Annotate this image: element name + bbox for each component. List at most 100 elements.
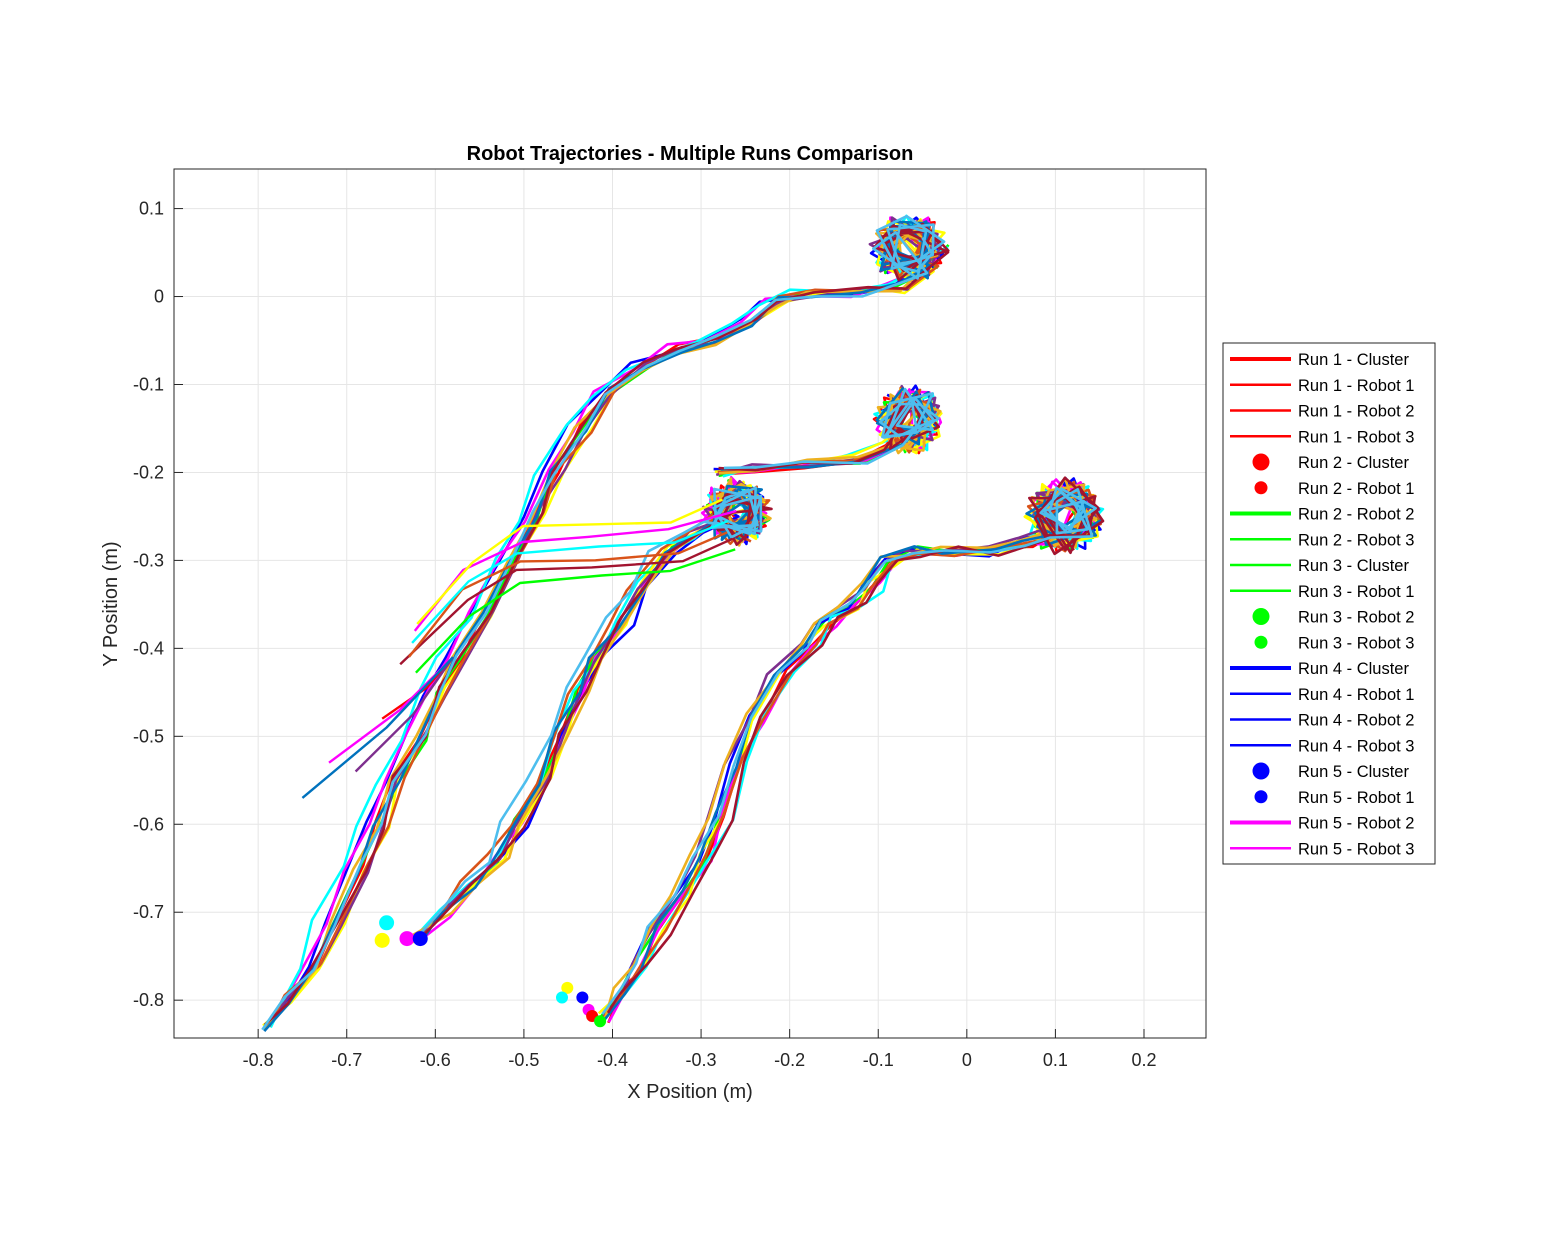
- legend-entry: Run 3 - Robot 1: [1230, 583, 1414, 601]
- legend-entry: Run 5 - Cluster: [1252, 762, 1409, 781]
- trajectory-D: [723, 387, 940, 470]
- legend-label: Run 1 - Robot 3: [1298, 428, 1414, 446]
- legend-label: Run 4 - Robot 1: [1298, 686, 1414, 704]
- start-marker: [576, 991, 589, 1004]
- trajectory-A: [261, 214, 946, 1031]
- legend-label: Run 1 - Robot 2: [1298, 403, 1414, 421]
- legend-entry: Run 4 - Robot 2: [1230, 712, 1414, 730]
- x-tick-label: -0.4: [597, 1050, 628, 1070]
- legend-label: Run 2 - Robot 1: [1298, 480, 1414, 498]
- trajectory-C: [606, 476, 1105, 1014]
- y-tick-label: 0.1: [139, 199, 164, 219]
- trajectory-tail: [301, 656, 454, 799]
- legend-label: Run 2 - Robot 2: [1298, 506, 1414, 524]
- start-marker: [594, 1015, 607, 1028]
- legend-label: Run 5 - Robot 2: [1298, 815, 1414, 833]
- legend-swatch: [1252, 608, 1270, 625]
- legend-label: Run 4 - Robot 3: [1298, 737, 1414, 755]
- y-tick-label: -0.8: [133, 990, 164, 1010]
- trajectory-branch: [411, 519, 729, 644]
- trajectory-tail: [354, 656, 454, 773]
- legend-swatch: [1254, 481, 1268, 495]
- y-tick-label: -0.5: [133, 726, 164, 746]
- start-marker: [374, 932, 390, 948]
- x-tick-label: -0.6: [420, 1050, 451, 1070]
- legend-entry: Run 2 - Cluster: [1252, 453, 1409, 472]
- start-marker: [555, 991, 568, 1004]
- legend-label: Run 2 - Robot 3: [1298, 531, 1414, 549]
- axes-box: [173, 168, 1207, 1039]
- trajectory-A: [263, 222, 950, 1026]
- trajectory-B: [414, 486, 763, 940]
- start-marker: [379, 915, 395, 931]
- legend-entry: Run 5 - Robot 1: [1254, 789, 1414, 807]
- x-tick-label: 0.2: [1131, 1050, 1156, 1070]
- y-tick-label: 0: [154, 287, 164, 307]
- legend-label: Run 4 - Robot 2: [1298, 712, 1414, 730]
- start-markers: [374, 915, 607, 1028]
- trajectory-branch: [399, 537, 733, 666]
- legend-entry: Run 5 - Robot 3: [1230, 840, 1414, 858]
- y-tick-label: -0.7: [133, 902, 164, 922]
- trajectory-D: [718, 391, 940, 472]
- legend-label: Run 1 - Robot 1: [1298, 377, 1414, 395]
- legend-label: Run 5 - Cluster: [1298, 763, 1409, 781]
- legend-label: Run 3 - Robot 2: [1298, 609, 1414, 627]
- trajectory-branch: [416, 498, 723, 625]
- legend-label: Run 5 - Robot 1: [1298, 789, 1414, 807]
- legend-entry: Run 1 - Robot 2: [1230, 403, 1414, 421]
- x-tick-label: -0.1: [863, 1050, 894, 1070]
- y-axis-ticks: 0.1 0 -0.1 -0.2 -0.3 -0.4 -0.5 -0.6 -0.7 -0.8: [133, 199, 183, 1010]
- legend-entry: Run 2 - Robot 3: [1230, 531, 1414, 549]
- x-tick-label: 0.1: [1043, 1050, 1068, 1070]
- x-axis-ticks: -0.8 -0.7 -0.6 -0.5 -0.4 -0.3 -0.2 -0.1 0 0.1 0.2: [243, 1029, 1157, 1070]
- legend-entry: Run 4 - Cluster: [1230, 660, 1409, 678]
- x-axis-label: X Position (m): [627, 1081, 753, 1103]
- legend-entry: Run 2 - Robot 1: [1254, 480, 1414, 498]
- legend-entry: Run 1 - Robot 1: [1230, 377, 1414, 395]
- legend-entry: Run 4 - Robot 1: [1230, 686, 1414, 704]
- legend-entry: Run 2 - Robot 2: [1230, 506, 1414, 524]
- x-tick-label: 0: [962, 1050, 972, 1070]
- y-axis-label: Y Position (m): [100, 541, 122, 666]
- y-tick-label: -0.2: [133, 462, 164, 482]
- legend-label: Run 2 - Cluster: [1298, 454, 1409, 472]
- y-tick-label: -0.1: [133, 374, 164, 394]
- trajectory-branch: [415, 548, 736, 674]
- legend-label: Run 3 - Cluster: [1298, 557, 1409, 575]
- trajectory-branch: [408, 531, 728, 658]
- grid: [174, 169, 1206, 1038]
- y-tick-label: -0.3: [133, 550, 164, 570]
- y-tick-label: -0.4: [133, 638, 164, 658]
- legend-entry: Run 3 - Cluster: [1230, 557, 1409, 575]
- chart-title: Robot Trajectories - Multiple Runs Compa…: [467, 143, 914, 165]
- x-tick-label: -0.8: [243, 1050, 274, 1070]
- x-tick-label: -0.5: [508, 1050, 539, 1070]
- trajectories: [261, 214, 1105, 1032]
- start-marker: [412, 931, 428, 947]
- legend-label: Run 3 - Robot 1: [1298, 583, 1414, 601]
- trajectory-C: [601, 486, 1097, 1015]
- legend-entry: Run 4 - Robot 3: [1230, 737, 1414, 755]
- legend-box: [1222, 342, 1436, 865]
- legend-label: Run 5 - Robot 3: [1298, 840, 1414, 858]
- y-tick-label: -0.6: [133, 814, 164, 834]
- legend-swatch: [1252, 453, 1270, 471]
- legend-items: Run 1 - Cluster Run 1 - Robot 1 Run 1 - Ro…: [1230, 351, 1414, 858]
- x-tick-label: -0.2: [774, 1050, 805, 1070]
- legend-entry: Run 3 - Robot 3: [1254, 634, 1414, 652]
- start-marker: [399, 931, 415, 947]
- legend-entry: Run 1 - Cluster: [1230, 351, 1409, 369]
- trajectory-B: [419, 486, 773, 939]
- x-tick-label: -0.7: [331, 1050, 362, 1070]
- trajectory-C: [603, 476, 1098, 1020]
- start-marker: [561, 981, 574, 994]
- legend-swatch: [1252, 762, 1270, 780]
- plot-area: -0.8 -0.7 -0.6 -0.5 -0.4 -0.3 -0.2 -0.1 0 0.1 0.2 …: [133, 168, 1207, 1070]
- legend-swatch: [1254, 790, 1268, 804]
- legend-label: Run 3 - Robot 3: [1298, 634, 1414, 652]
- legend-entry: Run 1 - Robot 3: [1230, 428, 1414, 446]
- x-tick-label: -0.3: [686, 1050, 717, 1070]
- legend-entry: Run 3 - Robot 2: [1252, 608, 1414, 627]
